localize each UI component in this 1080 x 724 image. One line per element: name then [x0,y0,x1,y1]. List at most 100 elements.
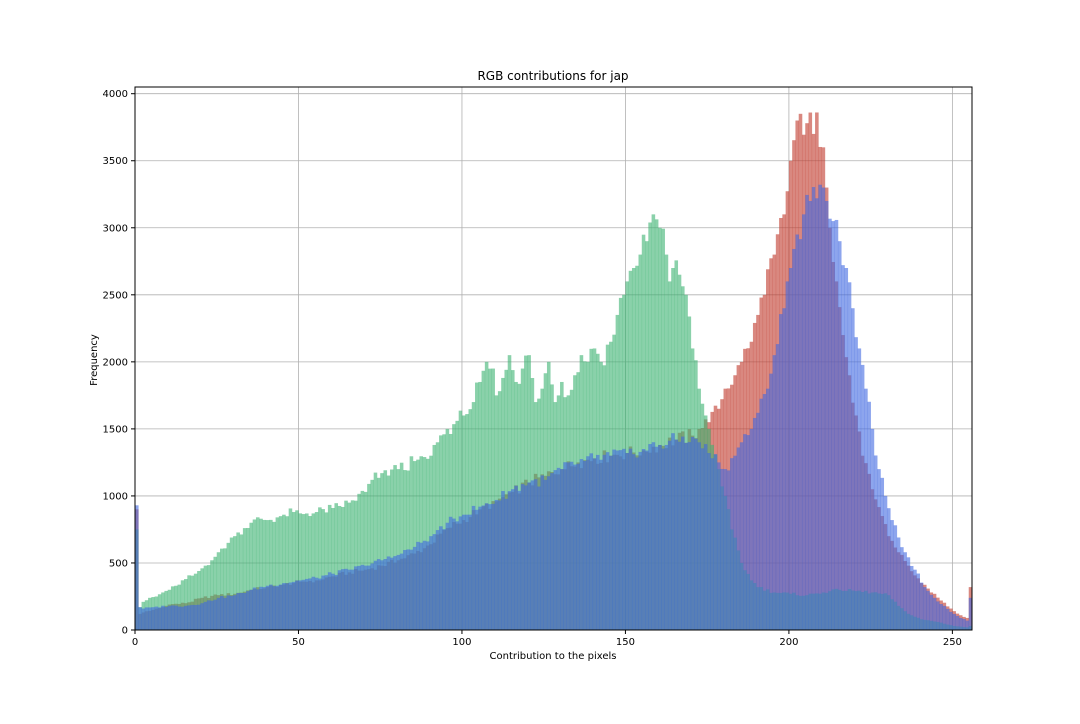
histogram-bar [939,604,943,630]
histogram-bar [252,587,257,630]
histogram-bar [148,607,152,630]
histogram-bar [154,606,159,630]
x-tick-label: 100 [452,637,471,648]
histogram-bar [654,219,659,630]
histogram-bar [288,582,293,630]
histogram-bar [383,558,388,630]
histogram-bar [187,575,191,630]
histogram-bar [448,516,453,630]
histogram-bar [242,528,247,630]
y-tick-label: 2000 [103,357,128,368]
histogram-bar [560,469,564,630]
histogram-bar [278,584,283,630]
histogram-bar [435,530,440,630]
histogram-bar [909,565,914,630]
histogram-bar [929,594,934,630]
histogram-bar [530,480,535,630]
histogram-bar [507,491,512,630]
histogram-bar [216,597,221,630]
histogram-bar [877,469,881,630]
histogram-bar [210,560,214,630]
histogram-bar [573,464,577,630]
histogram-bar [553,470,558,630]
histogram-bar [736,447,741,630]
histogram-bar [527,482,531,630]
histogram-bar [259,518,263,630]
histogram-bar [546,476,551,630]
histogram-bar [700,448,705,630]
histogram-bar [821,187,826,631]
histogram-bar [543,479,548,630]
histogram-bar [932,597,937,630]
histogram-bar [376,559,381,630]
histogram-bar [883,495,888,630]
y-tick-label: 2500 [103,290,128,301]
histogram-bar [958,617,963,630]
histogram-bar [710,458,715,630]
histogram-bar [919,582,924,630]
histogram-bar [501,491,505,630]
histogram-bar [609,455,613,630]
histogram-bar [363,565,368,630]
histogram-bar [187,605,191,630]
x-tick-label: 200 [779,637,798,648]
histogram-bar [396,554,401,630]
histogram-bar [301,514,306,630]
histogram-bar [550,473,554,630]
y-axis-label: Frequency [89,334,100,386]
histogram-bar [259,586,263,630]
histogram-bar [239,534,244,630]
histogram-bar [635,265,639,630]
histogram-bar [497,500,502,630]
histogram-bar [471,505,476,630]
histogram-bar [484,361,489,630]
histogram-bar [893,525,898,630]
histogram-bar [249,589,254,630]
histogram-bar [648,222,652,630]
histogram-bar [288,508,293,630]
histogram-bar [193,573,198,630]
histogram-bar [674,439,679,630]
histogram-bar [625,453,629,630]
histogram-bar [190,604,195,630]
histogram-bar [200,568,204,630]
histogram-bar [390,469,394,630]
histogram-bar [968,597,973,630]
histogram-bar [373,472,378,630]
histogram-bar [285,583,289,630]
histogram-bar [318,578,322,630]
histogram-bar [144,607,149,630]
histogram-bar [475,509,479,630]
histogram-bar [726,470,731,630]
histogram-bar [429,536,433,630]
histogram-bar [363,491,368,630]
histogram-bar [860,364,865,630]
histogram-bar [350,500,355,630]
histogram-bar [193,604,198,630]
histogram-bar [834,219,839,630]
histogram-bar [955,615,960,630]
histogram-bar [223,597,227,630]
histogram-bar [416,541,420,630]
histogram-bar [229,595,234,630]
histogram-bar [815,198,819,630]
histogram-bar [265,585,270,630]
histogram-bar [233,595,237,630]
histogram-bar [697,442,701,630]
y-tick-label: 500 [109,558,128,569]
histogram-bar [373,560,378,630]
histogram-bar [422,540,427,630]
histogram-bar [661,448,665,630]
histogram-bar [295,510,299,630]
histogram-bar [478,506,482,630]
histogram-bar [922,587,927,630]
histogram-bar [880,477,885,630]
histogram-bar [491,503,495,630]
histogram-bar [344,500,348,630]
histogram-bar [478,381,482,630]
histogram-bar [582,460,587,630]
histogram-bar [766,388,770,630]
histogram-bar [170,605,175,630]
histogram-bar [452,518,456,630]
histogram-bar [687,442,692,630]
